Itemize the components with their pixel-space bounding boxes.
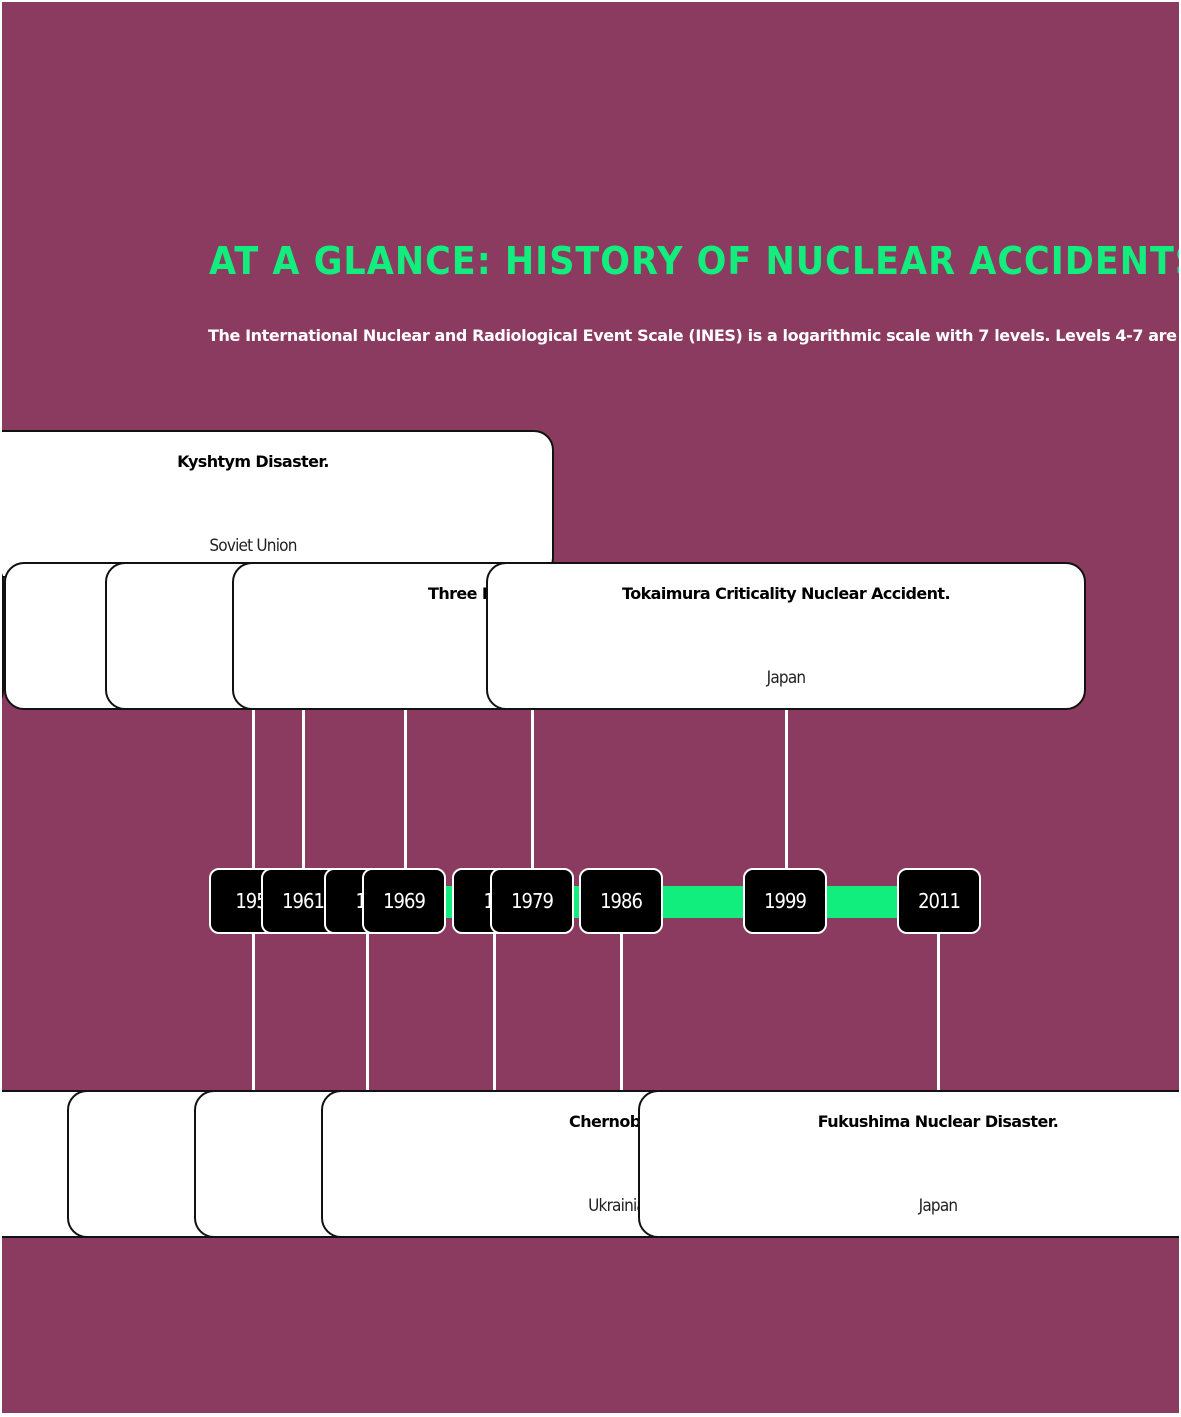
event-country: Soviet Union <box>209 536 297 556</box>
year-marker-1986[interactable]: 1986 <box>579 868 663 934</box>
event-country: Japan <box>918 1196 958 1216</box>
year-marker-1999[interactable]: 1999 <box>743 868 827 934</box>
page-subtitle: The International Nuclear and Radiologic… <box>208 326 1179 345</box>
connector-line <box>404 710 407 870</box>
year-label: 1969 <box>383 889 426 913</box>
connector-line <box>785 710 788 870</box>
year-label: 1999 <box>764 889 807 913</box>
connector-line <box>366 932 369 1092</box>
connector-line <box>493 932 496 1092</box>
connector-line <box>302 710 305 870</box>
connector-line <box>252 932 255 1092</box>
year-label: 1961 <box>282 889 325 913</box>
connector-line <box>531 710 534 870</box>
year-marker-2011[interactable]: 2011 <box>897 868 981 934</box>
year-label: 1986 <box>600 889 643 913</box>
year-marker-1979[interactable]: 1979 <box>490 868 574 934</box>
event-card-2011[interactable]: Fukushima Nuclear Disaster. Japan <box>638 1090 1179 1238</box>
year-label: 1979 <box>511 889 554 913</box>
year-label: 2011 <box>918 889 961 913</box>
connector-line <box>937 932 940 1092</box>
page-title: At a Glance: History of Nuclear Accident… <box>209 240 1179 284</box>
event-card-1999[interactable]: Tokaimura Criticality Nuclear Accident. … <box>486 562 1086 710</box>
event-country: Japan <box>766 668 806 688</box>
connector-line <box>620 932 623 1092</box>
event-name: Tokaimura Criticality Nuclear Accident. <box>622 584 950 603</box>
event-name: Fukushima Nuclear Disaster. <box>817 1112 1059 1131</box>
event-card-1957[interactable]: Kyshtym Disaster. Soviet Union <box>2 430 554 578</box>
event-name: Kyshtym Disaster. <box>177 452 329 471</box>
connector-line <box>252 710 255 870</box>
year-marker-1969[interactable]: 1969 <box>362 868 446 934</box>
